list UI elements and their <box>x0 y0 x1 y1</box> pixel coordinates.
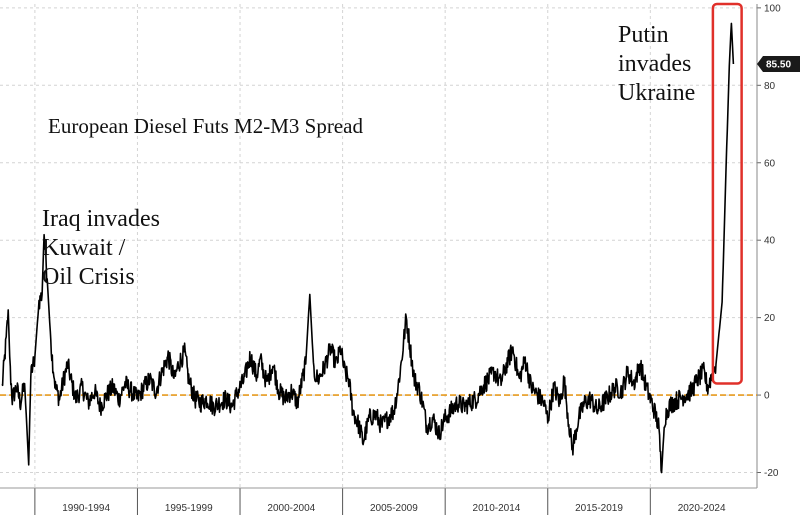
y-tick-label: 60 <box>764 158 776 169</box>
y-tick-label: 20 <box>764 313 776 324</box>
annotation-line: Putin <box>618 22 669 48</box>
x-tick-label: 2005-2009 <box>370 503 418 514</box>
last-value-label: 85.50 <box>766 60 791 71</box>
last-value-marker: 85.50 <box>757 56 800 73</box>
y-tick-label: 80 <box>764 81 776 92</box>
highlight-box <box>711 2 743 385</box>
y-tick-label: 100 <box>764 3 781 14</box>
y-tick-label: 40 <box>764 236 776 247</box>
x-tick-label: 2015-2019 <box>575 503 623 514</box>
annotation-line: Ukraine <box>618 80 695 106</box>
y-tick-label: -20 <box>764 468 779 479</box>
annotation-line: invades <box>618 51 691 77</box>
annotation: Putin invades Ukraine <box>618 22 695 106</box>
y-axis: -20 0 20 40 60 80 100 <box>756 3 781 488</box>
x-axis: 1990-1994 1995-1999 2000-2004 2005-2009 2010… <box>0 487 757 515</box>
x-tick-label: 2010-2014 <box>473 503 521 514</box>
x-tick-label: 2020-2024 <box>678 503 726 514</box>
y-tick-label: 0 <box>764 391 770 402</box>
x-tick-label: 1990-1994 <box>62 503 110 514</box>
annotation-line: Iraq invades <box>42 206 160 232</box>
annotation: Iraq invades Kuwait / Oil Crisis <box>42 206 160 290</box>
x-tick-label: 1995-1999 <box>165 503 213 514</box>
chart-title: European Diesel Futs M2-M3 Spread <box>48 114 363 138</box>
x-tick-label: 2000-2004 <box>267 503 315 514</box>
annotation-line: Oil Crisis <box>42 264 135 290</box>
annotation-line: Kuwait / <box>42 235 126 261</box>
last-value-tag <box>757 56 800 73</box>
series-line <box>1 22 735 474</box>
annotations: Iraq invades Kuwait / Oil Crisis Putin invad… <box>42 22 695 290</box>
